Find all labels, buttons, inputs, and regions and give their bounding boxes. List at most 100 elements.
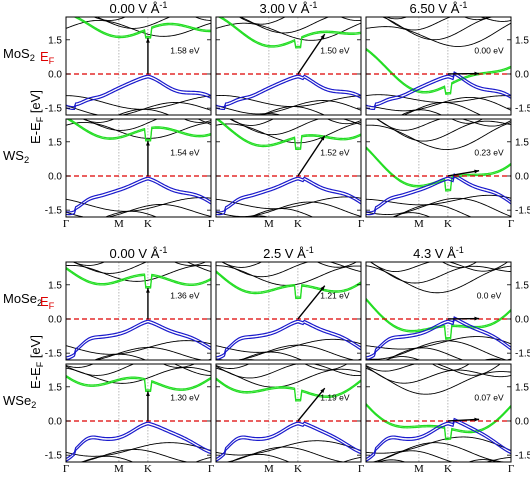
- band-line: [66, 442, 211, 457]
- field-title: 2.5 V Å-1: [263, 245, 314, 261]
- band-line: [216, 367, 361, 388]
- valence-band-line: [366, 318, 511, 360]
- y-tick-label-right: -1.5: [515, 451, 530, 462]
- band-line: [71, 262, 211, 274]
- band-gap-label: 1.58 eV: [170, 45, 200, 55]
- band-line: [216, 265, 361, 286]
- band-line: [66, 361, 211, 375]
- conduction-band-line: [216, 377, 361, 401]
- band-line: [93, 353, 211, 360]
- y-tick-label-right: -1.5: [515, 206, 530, 217]
- gap-arrow-head: [145, 37, 150, 43]
- band-line: [80, 455, 211, 462]
- y-tick-label-left: 0.0: [48, 171, 62, 182]
- band-line: [66, 264, 211, 282]
- band-line: [95, 17, 211, 29]
- conduction-band-line: [220, 17, 361, 48]
- band-line: [220, 262, 361, 278]
- band-line: [216, 100, 361, 115]
- band-gap-label: 0.00 eV: [474, 45, 504, 55]
- valence-band-line: [366, 173, 511, 213]
- band-line: [66, 470, 211, 477]
- band-line: [66, 366, 211, 384]
- panel-plot-area: [66, 262, 211, 375]
- y-tick-label-right: 1.5: [515, 382, 529, 393]
- y-tick-label-right: -1.5: [515, 104, 530, 115]
- band-line: [216, 223, 361, 236]
- panel-plot-area: [366, 119, 511, 217]
- band-panel: [365, 16, 512, 116]
- kpoint-label: Γ: [208, 463, 214, 475]
- kpoint-label: M: [264, 463, 274, 475]
- field-title: 3.00 V Å-1: [260, 0, 318, 16]
- kpoint-label: Γ: [63, 218, 69, 230]
- band-gap-label: 1.36 eV: [170, 290, 200, 300]
- y-tick-label-right: 1.5: [515, 280, 529, 291]
- panel-frame: [65, 363, 212, 463]
- band-line: [369, 262, 511, 284]
- conduction-band-line: [216, 378, 361, 402]
- band-line: [81, 119, 211, 123]
- band-panel: [215, 261, 362, 361]
- band-line: [66, 204, 211, 217]
- y-tick-label-left: 0.0: [48, 416, 62, 427]
- band-line: [216, 364, 361, 379]
- band-line: [66, 95, 211, 110]
- kpoint-label: Γ: [208, 218, 214, 230]
- valence-band-line: [366, 417, 511, 460]
- band-line: [66, 347, 205, 360]
- band-line: [260, 106, 326, 115]
- band-line: [66, 121, 211, 139]
- band-line: [221, 262, 358, 268]
- gap-arrow-head: [474, 417, 480, 422]
- band-gap-label: 1.19 eV: [320, 392, 350, 402]
- valence-band-line: [216, 77, 361, 111]
- y-tick-label-left: 1.5: [48, 137, 62, 148]
- y-tick-label-right: 0.0: [515, 171, 529, 182]
- band-gap-label: 1.21 eV: [320, 290, 350, 300]
- gap-arrow-head: [320, 135, 325, 141]
- band-line: [104, 210, 158, 217]
- conduction-band-line: [217, 119, 361, 149]
- band-line: [383, 17, 511, 31]
- band-line: [216, 196, 361, 210]
- band-line: [385, 17, 490, 21]
- kpoint-label: K: [144, 218, 152, 230]
- conduction-band-line: [75, 17, 211, 38]
- band-gap-label: 1.50 eV: [320, 45, 350, 55]
- material-label: WS2: [3, 148, 29, 165]
- gap-arrow-head: [474, 71, 480, 76]
- band-line: [366, 194, 511, 206]
- valence-band-line: [66, 179, 211, 216]
- gap-arrow-head: [474, 316, 480, 321]
- y-tick-label-left: 0.0: [48, 314, 62, 325]
- material-label: MoS2: [3, 46, 35, 63]
- conduction-band-line: [68, 119, 211, 141]
- band-line: [391, 212, 505, 217]
- band-panel: [65, 363, 212, 477]
- y-tick-label-right: -1.5: [515, 349, 530, 360]
- band-panel: [215, 118, 362, 236]
- valence-band-line: [366, 175, 511, 216]
- valence-band-line: [366, 73, 511, 111]
- band-line: [216, 364, 348, 371]
- band-line: [366, 436, 511, 454]
- band-gap-label: 1.54 eV: [170, 147, 200, 157]
- gap-arrow-line: [297, 135, 326, 177]
- panel-frame: [365, 16, 512, 116]
- gap-arrow-head: [145, 287, 150, 293]
- band-line: [377, 459, 498, 462]
- band-line: [366, 265, 511, 294]
- y-tick-label-left: -1.5: [45, 206, 63, 217]
- gap-arrow-head: [145, 140, 150, 146]
- band-line: [238, 17, 361, 25]
- band-panel: [365, 261, 512, 361]
- conduction-band-line: [366, 147, 511, 192]
- kpoint-label: M: [264, 218, 274, 230]
- panel-plot-area: [216, 364, 361, 462]
- valence-band-line: [66, 74, 211, 108]
- valence-band-line: [366, 71, 511, 108]
- kpoint-label: K: [444, 218, 452, 230]
- valence-band-line: [66, 322, 211, 360]
